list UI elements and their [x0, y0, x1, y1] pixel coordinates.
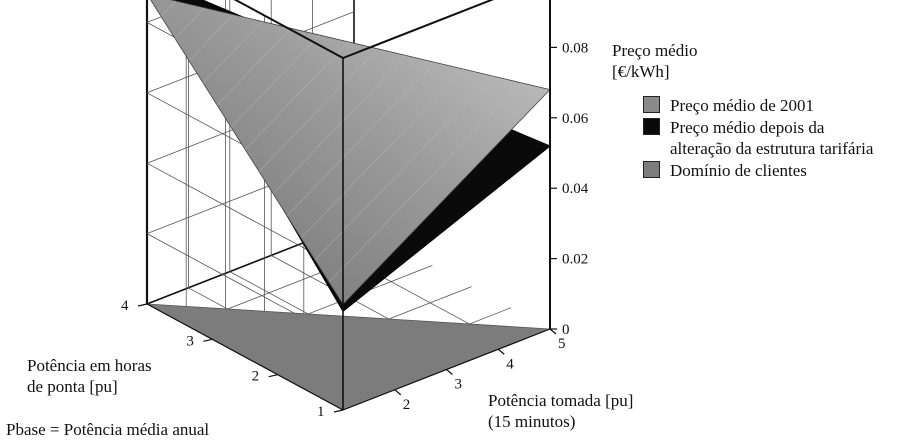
x-tick-label: 5 [558, 336, 566, 352]
surface-mesh-line [272, 55, 407, 194]
legend-label: Domínio de clientes [670, 161, 807, 180]
x-tick-label: 2 [403, 397, 411, 413]
x-tick-label: 4 [506, 356, 514, 372]
legend-item-preco-novo: Preço médio depois da [643, 117, 824, 138]
axis-ticks: 0 0.02 0.04 0.06 0.08 2 3 4 5 1 2 3 4 [121, 40, 589, 420]
legend-swatch-dark-grey [643, 161, 660, 178]
z-tick-label: 0.06 [562, 111, 589, 127]
y-tick-mark [203, 338, 213, 342]
z-tick-label: 0.04 [562, 181, 589, 197]
y-tick-label: 3 [186, 333, 194, 349]
y-tick-mark [137, 303, 148, 307]
surface-mesh-line [286, 62, 436, 216]
x-axis-title-line1: Potência tomada [pu] [488, 391, 634, 410]
y-tick-mark [268, 374, 278, 378]
legend-swatch-black [643, 118, 660, 135]
box-edge [146, 303, 344, 411]
x-tick-mark [394, 389, 402, 396]
legend-label: Preço médio depois da [670, 118, 825, 137]
surface-mesh-line [174, 7, 205, 39]
y-tick-label: 4 [121, 298, 129, 314]
surface-mesh-line [328, 82, 522, 283]
surface-mesh-line [230, 34, 320, 128]
surface-mesh-line [216, 28, 292, 106]
y-tick-label: 2 [252, 369, 260, 385]
surface-mesh-line [300, 69, 464, 239]
legend-item-preco-novo-line2: alteração da estrutura tarifária [670, 138, 873, 159]
legend-label: Preço médio de 2001 [670, 96, 814, 115]
y-tick-mark [333, 409, 344, 413]
z-tick-label: 0 [562, 322, 570, 338]
plot-surfaces [146, 0, 551, 411]
z-tick-label: 0.02 [562, 252, 588, 268]
y-axis-title-line2: de ponta [pu] [27, 377, 118, 396]
z-tick-label: 0.08 [562, 40, 588, 56]
footnote-pbase: Pbase = Potência média anual [6, 420, 210, 439]
box-edge [342, 0, 494, 59]
box-edge [233, 0, 344, 59]
x-tick-mark [446, 369, 453, 375]
surface-mesh-line [202, 21, 263, 84]
y-tick-label: 1 [317, 404, 325, 420]
y-axis-title-line1: Potência em horas [27, 356, 152, 375]
legend-label-continued: alteração da estrutura tarifária [670, 139, 874, 158]
surface-mesh-line [244, 41, 349, 150]
legend-item-preco-2001: Preço médio de 2001 [643, 95, 814, 116]
x-tick-label: 3 [455, 377, 463, 393]
legend-item-dominio: Domínio de clientes [643, 160, 807, 181]
x-tick-mark [497, 348, 505, 355]
surface-mesh-line [314, 75, 493, 261]
z-axis-title-line2: [€/kWh] [612, 62, 670, 81]
surface-mesh-line [258, 48, 378, 172]
x-axis-title-line2: (15 minutos) [488, 412, 576, 431]
surface-mesh-line [188, 14, 234, 61]
legend-swatch-grey [643, 96, 660, 113]
surface-mesh-line [160, 0, 176, 17]
z-axis-title-line1: Preço médio [612, 41, 698, 60]
x-tick-mark [549, 328, 557, 335]
